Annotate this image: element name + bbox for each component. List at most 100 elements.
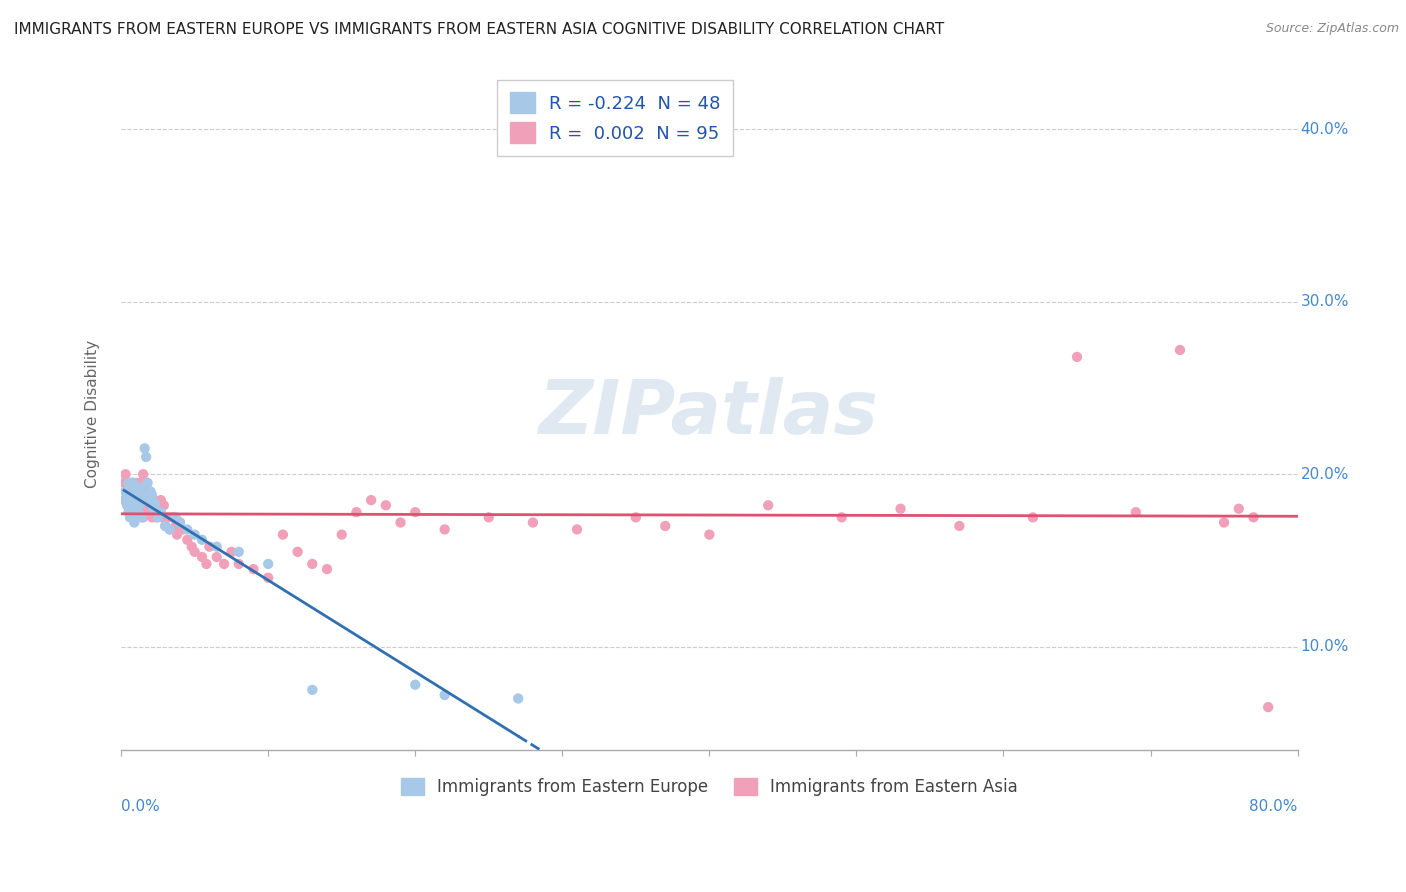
Point xyxy=(146,510,169,524)
Point xyxy=(257,571,280,585)
Point xyxy=(120,475,142,490)
Point xyxy=(131,505,153,519)
Point xyxy=(157,510,180,524)
Point xyxy=(122,475,145,490)
Point xyxy=(134,442,156,456)
Point xyxy=(195,557,218,571)
Point xyxy=(127,484,149,499)
Point xyxy=(152,498,174,512)
Point xyxy=(205,540,228,554)
Point xyxy=(149,505,172,519)
Point xyxy=(180,540,202,554)
Point xyxy=(155,519,177,533)
Point xyxy=(522,516,544,530)
Point xyxy=(135,505,157,519)
Point xyxy=(124,516,146,530)
Text: 0.0%: 0.0% xyxy=(121,798,160,814)
Point xyxy=(117,475,139,490)
Point xyxy=(242,562,264,576)
Point xyxy=(118,484,141,499)
Point xyxy=(141,488,163,502)
Point xyxy=(271,527,294,541)
Point xyxy=(654,519,676,533)
Point xyxy=(165,519,187,533)
Point xyxy=(169,516,191,530)
Point xyxy=(115,475,138,490)
Point xyxy=(149,493,172,508)
Point xyxy=(287,545,309,559)
Point xyxy=(212,557,235,571)
Point xyxy=(128,484,150,499)
Point xyxy=(166,527,188,541)
Point xyxy=(136,498,159,512)
Point xyxy=(433,688,456,702)
Point xyxy=(699,527,721,541)
Legend: Immigrants from Eastern Europe, Immigrants from Eastern Asia: Immigrants from Eastern Europe, Immigran… xyxy=(394,771,1025,803)
Point xyxy=(176,523,198,537)
Text: ZIPatlas: ZIPatlas xyxy=(540,377,879,450)
Text: 80.0%: 80.0% xyxy=(1249,798,1298,814)
Point xyxy=(257,557,280,571)
Point xyxy=(1213,516,1236,530)
Point xyxy=(889,501,911,516)
Point xyxy=(134,481,156,495)
Point xyxy=(122,501,145,516)
Point xyxy=(146,498,169,512)
Point xyxy=(228,557,250,571)
Point xyxy=(128,505,150,519)
Point xyxy=(139,501,162,516)
Point xyxy=(132,467,155,482)
Point xyxy=(127,481,149,495)
Point xyxy=(124,491,146,506)
Point xyxy=(118,493,141,508)
Point xyxy=(143,497,166,511)
Point xyxy=(360,493,382,508)
Point xyxy=(301,682,323,697)
Point xyxy=(129,475,152,490)
Point xyxy=(122,498,145,512)
Point xyxy=(172,523,194,537)
Point xyxy=(134,488,156,502)
Point xyxy=(831,510,853,524)
Point xyxy=(624,510,647,524)
Point xyxy=(120,488,142,502)
Point xyxy=(148,505,170,519)
Text: 10.0%: 10.0% xyxy=(1301,640,1348,654)
Point xyxy=(1022,510,1045,524)
Point xyxy=(191,549,214,564)
Point xyxy=(316,562,339,576)
Point xyxy=(1257,700,1279,714)
Point xyxy=(128,493,150,508)
Y-axis label: Cognitive Disability: Cognitive Disability xyxy=(86,340,100,488)
Point xyxy=(565,523,588,537)
Point xyxy=(183,545,205,559)
Point xyxy=(112,493,135,508)
Text: 30.0%: 30.0% xyxy=(1301,294,1348,310)
Point xyxy=(139,484,162,499)
Point xyxy=(120,497,142,511)
Point xyxy=(114,484,136,499)
Point xyxy=(115,498,138,512)
Point xyxy=(117,505,139,519)
Point xyxy=(114,467,136,482)
Point xyxy=(135,493,157,508)
Point xyxy=(1168,343,1191,357)
Point xyxy=(131,493,153,508)
Point xyxy=(141,510,163,524)
Point xyxy=(128,493,150,508)
Point xyxy=(346,505,368,519)
Point xyxy=(125,510,148,524)
Point xyxy=(125,488,148,502)
Point xyxy=(129,497,152,511)
Point xyxy=(228,545,250,559)
Point xyxy=(165,510,187,524)
Point xyxy=(198,540,221,554)
Point xyxy=(756,498,779,512)
Point xyxy=(127,498,149,512)
Point xyxy=(159,523,181,537)
Point xyxy=(508,691,530,706)
Point xyxy=(136,484,159,499)
Point xyxy=(143,501,166,516)
Text: IMMIGRANTS FROM EASTERN EUROPE VS IMMIGRANTS FROM EASTERN ASIA COGNITIVE DISABIL: IMMIGRANTS FROM EASTERN EUROPE VS IMMIGR… xyxy=(14,22,945,37)
Point xyxy=(117,498,139,512)
